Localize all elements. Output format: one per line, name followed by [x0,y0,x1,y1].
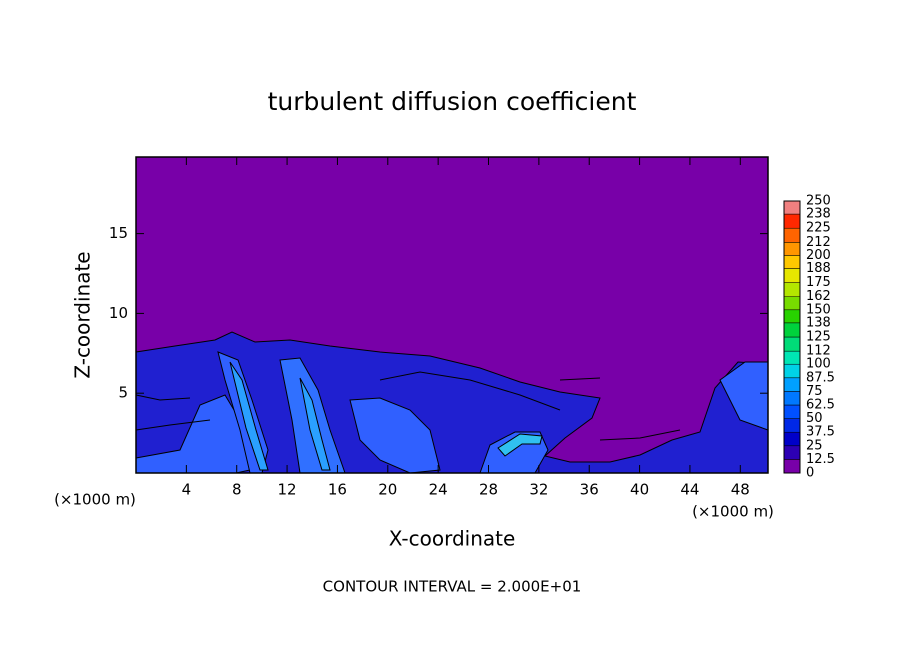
colorbar-label: 112 [806,344,831,359]
x-tick-label: 36 [580,481,599,499]
chart-title: turbulent diffusion coefficient [268,87,637,116]
colorbar-segment [783,363,801,379]
colorbar-label: 25 [806,438,823,453]
field-region [349,397,441,474]
x-tick-label: 8 [232,481,242,499]
colorbar-label: 250 [806,194,831,209]
x-tick-label: 44 [680,481,699,499]
colorbar-segment [783,309,801,324]
colorbar-segment [783,322,801,338]
y-tick-label: 15 [109,224,128,242]
colorbar-label: 125 [806,330,831,345]
colorbar-label: 212 [806,235,831,250]
colorbar-label: 188 [806,261,831,276]
colorbar-label: 12.5 [806,452,835,467]
x-tick-label: 48 [731,481,750,499]
footer-note: CONTOUR INTERVAL = 2.000E+01 [323,578,582,596]
colorbar-label: 150 [806,302,831,317]
colorbar-segment [783,377,801,392]
y-tick-label: 5 [118,384,128,402]
colorbar-segment [783,404,801,419]
colorbar-segment [783,391,801,406]
colorbar-label: 138 [806,315,831,330]
colorbar-label: 225 [806,221,831,236]
colorbar-label: 200 [806,248,831,263]
plot-frame [135,156,769,474]
colorbar-segment [783,255,801,269]
colorbar-segment [783,227,801,243]
y-unit-label: (×1000 m) [54,491,136,509]
colorbar-segment [783,336,801,352]
field-region [497,433,543,457]
colorbar-label: 37.5 [806,425,835,440]
colorbar-label: 238 [806,207,831,222]
colorbar-label: 175 [806,275,831,290]
x-tick-label: 4 [182,481,192,499]
x-axis-label: X-coordinate [389,527,516,551]
colorbar-label: 0 [806,466,814,481]
colorbar-segment [783,418,801,433]
colorbar-label: 87.5 [806,370,835,385]
y-axis-label: Z-coordinate [71,251,95,378]
field [135,157,769,474]
x-unit-label: (×1000 m) [692,503,774,521]
contour-line [135,371,681,441]
x-tick-label: 32 [529,481,548,499]
colorbar-label: 100 [806,357,831,372]
x-tick-label: 40 [630,481,649,499]
x-tick-label: 16 [328,481,347,499]
colorbar-label: 62.5 [806,398,835,413]
colorbar-segment [783,296,801,311]
colorbar-label: 162 [806,289,831,304]
colorbar-label: 75 [806,384,823,399]
colorbar-segment [783,445,801,460]
colorbar-segment [783,213,801,229]
colorbar-label: 50 [806,411,823,426]
colorbar-segment [783,459,801,474]
colorbar-segment [783,268,801,283]
x-tick-label: 20 [378,481,397,499]
field-region [229,361,331,471]
colorbar-frame [783,200,801,474]
colorbar-segment [783,282,801,297]
colorbar-segment [783,242,801,256]
x-tick-label: 28 [479,481,498,499]
colorbar-segment [783,350,801,365]
x-tick-label: 24 [429,481,448,499]
x-tick-label: 12 [278,481,297,499]
colorbar-segment [783,200,801,215]
colorbar-segment [783,431,801,447]
y-tick-label: 10 [109,304,128,322]
